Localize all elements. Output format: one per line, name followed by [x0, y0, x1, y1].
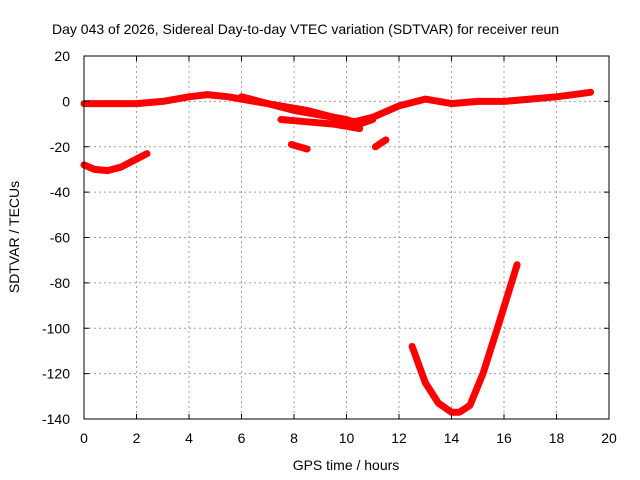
x-tick-label: 2 [133, 430, 141, 446]
x-tick-label: 16 [496, 430, 512, 446]
series-near-zero-track-b [238, 93, 377, 128]
y-tick-label: 20 [54, 48, 70, 64]
y-tick-label: -80 [50, 275, 70, 291]
series-fragment-11h [371, 136, 390, 151]
series-near-zero-track-c [277, 116, 364, 133]
x-tick-label: 18 [549, 430, 565, 446]
y-tick-label: -60 [50, 230, 70, 246]
x-tick-label: 20 [601, 430, 617, 446]
x-tick-label: 6 [238, 430, 246, 446]
y-tick-label: -120 [42, 366, 70, 382]
y-tick-label: 0 [62, 93, 70, 109]
chart-title: Day 043 of 2026, Sidereal Day-to-day VTE… [52, 21, 559, 37]
x-tick-label: 4 [185, 430, 193, 446]
x-tick-label: 10 [339, 430, 355, 446]
series-fragment-8h [287, 141, 311, 153]
y-axis-label: SDTVAR / TECUs [6, 181, 22, 293]
x-tick-label: 0 [80, 430, 88, 446]
series-deep-dip [408, 261, 521, 416]
y-tick-label: -140 [42, 411, 70, 427]
x-tick-label: 8 [290, 430, 298, 446]
x-axis-label: GPS time / hours [293, 457, 400, 473]
x-tick-label: 12 [391, 430, 407, 446]
grid [84, 56, 609, 419]
y-tick-label: -40 [50, 184, 70, 200]
y-tick-label: -100 [42, 320, 70, 336]
x-tick-label: 14 [444, 430, 460, 446]
series-group [80, 88, 595, 416]
series-early-dip [80, 150, 151, 175]
axis-ticks: 0 2 4 6 8 10 12 14 16 18 20 20 0 -20 -40 -60 -80 -100 -120… [42, 48, 617, 446]
y-tick-label: -20 [50, 139, 70, 155]
